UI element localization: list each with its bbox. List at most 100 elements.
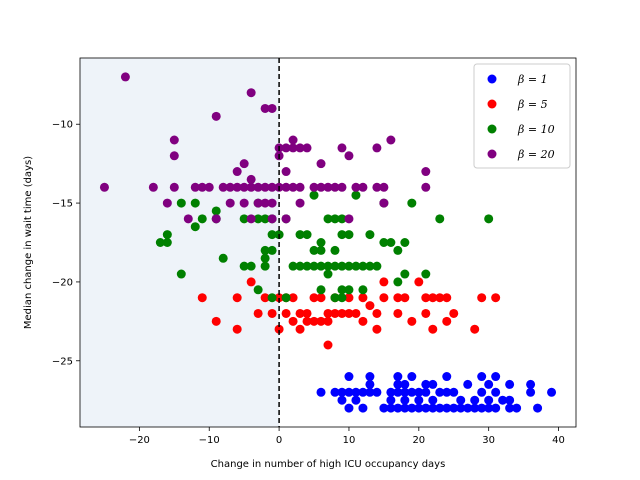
data-point-series-4	[239, 182, 249, 192]
data-point-series-4	[351, 182, 361, 192]
data-point-series-3	[344, 285, 354, 295]
y-axis-label: Median change in wait time (days)	[23, 156, 34, 329]
data-point-series-1	[491, 387, 501, 397]
data-point-series-4	[267, 182, 277, 192]
data-point-series-1	[435, 403, 445, 413]
data-point-series-4	[372, 182, 382, 192]
data-point-series-2	[414, 277, 424, 287]
data-point-series-2	[344, 308, 354, 318]
data-point-series-3	[337, 261, 347, 271]
data-point-series-1	[463, 379, 473, 389]
data-point-series-3	[309, 261, 319, 271]
data-point-series-3	[400, 269, 410, 279]
data-point-series-1	[414, 403, 424, 413]
data-point-series-1	[386, 403, 396, 413]
data-point-series-3	[176, 269, 186, 279]
data-point-series-1	[477, 403, 487, 413]
x-tick-label: −20	[129, 435, 150, 446]
data-point-series-1	[400, 387, 410, 397]
data-point-series-1	[365, 372, 375, 382]
data-point-series-3	[162, 230, 172, 240]
data-point-series-1	[393, 379, 403, 389]
data-point-series-3	[260, 214, 270, 224]
data-point-series-1	[400, 403, 410, 413]
data-point-series-1	[365, 387, 375, 397]
data-point-series-2	[337, 308, 347, 318]
data-point-series-3	[316, 285, 326, 295]
data-point-series-3	[267, 245, 277, 255]
data-point-series-2	[428, 324, 438, 334]
data-point-series-1	[547, 387, 557, 397]
data-point-series-1	[414, 387, 424, 397]
data-point-series-3	[484, 214, 494, 224]
data-point-series-1	[449, 403, 459, 413]
data-point-series-2	[358, 316, 368, 326]
data-point-series-1	[505, 395, 515, 405]
data-point-series-2	[295, 324, 305, 334]
data-point-series-3	[176, 198, 186, 208]
data-point-series-2	[393, 293, 403, 303]
data-point-series-1	[470, 395, 480, 405]
data-point-series-1	[449, 387, 459, 397]
data-point-series-3	[337, 230, 347, 240]
data-point-series-1	[344, 403, 354, 413]
data-point-series-4	[316, 159, 326, 169]
data-point-series-4	[232, 182, 242, 192]
data-point-series-1	[351, 387, 361, 397]
data-point-series-4	[253, 182, 263, 192]
data-point-series-1	[400, 379, 410, 389]
data-point-series-2	[330, 308, 340, 318]
data-point-series-1	[358, 403, 368, 413]
data-point-series-4	[281, 214, 291, 224]
data-point-series-2	[281, 308, 291, 318]
data-point-series-3	[344, 230, 354, 240]
data-point-series-1	[484, 379, 494, 389]
data-point-series-4	[99, 182, 109, 192]
data-point-series-2	[211, 316, 221, 326]
data-point-series-1	[393, 403, 403, 413]
data-point-series-3	[316, 238, 326, 247]
data-point-series-4	[190, 182, 200, 192]
data-point-series-4	[302, 143, 312, 153]
data-point-series-3	[260, 261, 270, 271]
data-point-series-3	[253, 214, 263, 224]
data-point-series-2	[442, 316, 452, 326]
data-point-series-3	[351, 190, 361, 200]
plot-frame	[79, 57, 577, 428]
x-tick-label: 10	[343, 435, 356, 446]
data-point-series-3	[330, 214, 340, 224]
data-point-series-1	[456, 403, 466, 413]
data-point-series-4	[232, 167, 242, 177]
data-point-series-2	[344, 293, 354, 303]
data-point-series-3	[358, 285, 368, 295]
data-point-series-1	[484, 403, 494, 413]
data-point-series-4	[148, 182, 158, 192]
data-point-series-1	[456, 395, 466, 405]
data-point-series-1	[428, 379, 438, 389]
data-point-series-3	[316, 245, 326, 255]
data-point-series-1	[498, 395, 508, 405]
data-point-series-2	[274, 324, 284, 334]
data-point-series-4	[162, 198, 172, 208]
data-point-series-2	[253, 308, 263, 318]
data-point-series-2	[358, 293, 368, 303]
data-point-series-4	[316, 182, 326, 192]
data-point-series-2	[372, 308, 382, 318]
data-point-series-1	[407, 387, 417, 397]
data-point-series-3	[190, 222, 200, 232]
data-point-series-4	[295, 143, 305, 153]
data-point-series-2	[309, 293, 319, 303]
data-point-series-2	[365, 301, 375, 311]
data-point-series-1	[407, 372, 417, 382]
legend-marker	[487, 99, 497, 109]
data-point-series-4	[281, 182, 291, 192]
data-point-series-3	[435, 214, 445, 224]
legend-marker	[487, 74, 497, 84]
data-point-series-4	[358, 182, 368, 192]
data-point-series-1	[344, 372, 354, 382]
data-point-series-2	[302, 316, 312, 326]
data-point-series-2	[393, 308, 403, 318]
data-point-series-3	[323, 214, 333, 224]
data-point-series-1	[491, 403, 501, 413]
data-point-series-1	[428, 395, 438, 405]
